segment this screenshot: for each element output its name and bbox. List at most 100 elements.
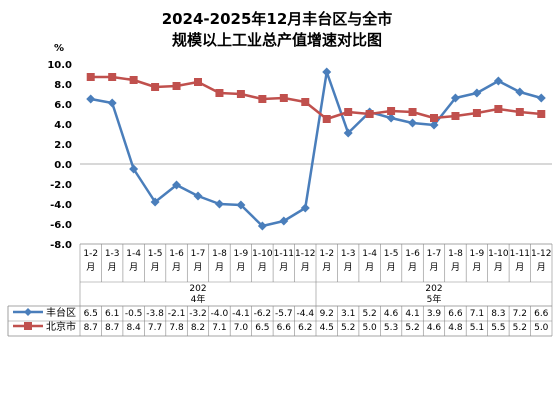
data-point bbox=[536, 93, 546, 103]
table-value: -4.4 bbox=[296, 309, 314, 319]
data-point bbox=[537, 110, 546, 118]
y-tick-label: 0.0 bbox=[54, 160, 72, 171]
x-tick-label-unit: 月 bbox=[408, 262, 417, 273]
x-tick-label: 1-8 bbox=[448, 249, 463, 259]
table-value: 4.1 bbox=[405, 309, 419, 319]
table-value: -4.0 bbox=[211, 309, 229, 319]
data-point bbox=[279, 94, 288, 102]
y-tick-label: -2.0 bbox=[50, 180, 72, 191]
x-tick-label: 1-11 bbox=[510, 249, 530, 259]
table-value: 6.5 bbox=[84, 309, 98, 319]
table-value: 6.6 bbox=[448, 309, 463, 319]
data-point bbox=[236, 200, 246, 210]
x-tick-label: 1-12 bbox=[531, 249, 551, 259]
x-tick-label-unit: 月 bbox=[494, 262, 503, 273]
x-tick-label: 1-2 bbox=[83, 249, 98, 259]
data-point bbox=[172, 82, 181, 90]
data-point bbox=[172, 180, 182, 190]
data-point bbox=[408, 118, 418, 128]
data-point bbox=[151, 83, 160, 91]
table-value: 5.2 bbox=[341, 323, 355, 333]
data-point bbox=[408, 108, 417, 116]
data-point bbox=[515, 108, 524, 116]
data-point bbox=[86, 73, 95, 81]
data-point bbox=[322, 115, 331, 123]
data-point bbox=[193, 191, 203, 201]
table-value: 8.7 bbox=[84, 323, 98, 333]
x-tick-label-unit: 月 bbox=[387, 262, 396, 273]
table-value: 6.2 bbox=[298, 323, 312, 333]
x-tick-label: 1-4 bbox=[126, 249, 141, 259]
data-point bbox=[107, 98, 117, 108]
data-point bbox=[194, 78, 202, 86]
data-point bbox=[494, 105, 503, 113]
x-tick-label: 1-2 bbox=[319, 249, 334, 259]
data-point bbox=[214, 199, 224, 209]
data-point bbox=[450, 93, 460, 103]
table-value: 5.1 bbox=[470, 323, 484, 333]
table-value: 3.1 bbox=[341, 309, 355, 319]
table-value: 5.3 bbox=[384, 323, 398, 333]
table-value: 4.6 bbox=[427, 323, 442, 333]
table-value: 8.2 bbox=[191, 323, 205, 333]
data-point bbox=[279, 216, 289, 226]
x-tick-label: 1-3 bbox=[341, 249, 356, 259]
x-tick-label-unit: 月 bbox=[236, 262, 245, 273]
x-tick-label: 1-6 bbox=[169, 249, 184, 259]
table-value: -3.2 bbox=[189, 309, 207, 319]
table-value: 7.1 bbox=[212, 323, 226, 333]
table-value: 5.5 bbox=[491, 323, 505, 333]
data-point bbox=[365, 110, 374, 118]
y-tick-label: 6.0 bbox=[54, 100, 72, 111]
x-tick-label-unit: 月 bbox=[258, 262, 267, 273]
year-label-suffix: 5年 bbox=[427, 293, 442, 305]
data-point bbox=[429, 120, 439, 130]
table-value: 3.9 bbox=[427, 309, 442, 319]
table-value: 5.2 bbox=[513, 323, 527, 333]
data-point bbox=[150, 197, 160, 207]
legend-marker-2 bbox=[24, 322, 32, 330]
table-value: -0.5 bbox=[125, 309, 143, 319]
legend-label-2: 北京市 bbox=[46, 320, 76, 333]
y-tick-label: 4.0 bbox=[54, 120, 72, 131]
year-label: 202 bbox=[425, 284, 442, 294]
data-point bbox=[386, 113, 396, 123]
x-tick-label: 1-10 bbox=[252, 249, 273, 259]
data-point bbox=[301, 98, 310, 106]
data-point bbox=[258, 95, 267, 103]
data-point bbox=[515, 87, 525, 97]
x-tick-label: 1-5 bbox=[148, 249, 163, 259]
table-value: -5.7 bbox=[275, 309, 293, 319]
x-tick-label-unit: 月 bbox=[279, 262, 288, 273]
table-value: 4.6 bbox=[384, 309, 399, 319]
table-value: 7.0 bbox=[234, 323, 249, 333]
x-tick-label: 1-8 bbox=[212, 249, 227, 259]
table-value: 6.1 bbox=[105, 309, 119, 319]
x-tick-label: 1-11 bbox=[274, 249, 294, 259]
data-point bbox=[451, 112, 460, 120]
series-line-1 bbox=[90, 70, 542, 228]
year-label: 202 bbox=[189, 284, 206, 294]
data-point bbox=[215, 89, 224, 97]
table-value: -2.1 bbox=[168, 309, 186, 319]
x-tick-label-unit: 月 bbox=[108, 262, 117, 273]
data-point bbox=[300, 203, 310, 213]
x-tick-label: 1-3 bbox=[105, 249, 120, 259]
x-tick-label: 1-5 bbox=[384, 249, 399, 259]
chart-subtitle: 规模以上工业总产值增速对比图 bbox=[171, 31, 382, 49]
y-axis-unit: % bbox=[54, 43, 64, 54]
y-tick-label: 2.0 bbox=[54, 140, 72, 151]
data-point bbox=[322, 67, 332, 77]
data-point bbox=[387, 107, 396, 115]
data-point bbox=[86, 94, 96, 104]
table-value: 4.5 bbox=[320, 323, 334, 333]
table-value: 6.6 bbox=[534, 309, 549, 319]
x-tick-label-unit: 月 bbox=[515, 262, 524, 273]
data-point bbox=[493, 76, 503, 86]
x-tick-label: 1-4 bbox=[362, 249, 377, 259]
y-tick-label: 10.0 bbox=[47, 60, 72, 71]
table-value: 6.5 bbox=[255, 323, 269, 333]
x-tick-label: 1-6 bbox=[405, 249, 420, 259]
series-line-2 bbox=[90, 75, 542, 121]
